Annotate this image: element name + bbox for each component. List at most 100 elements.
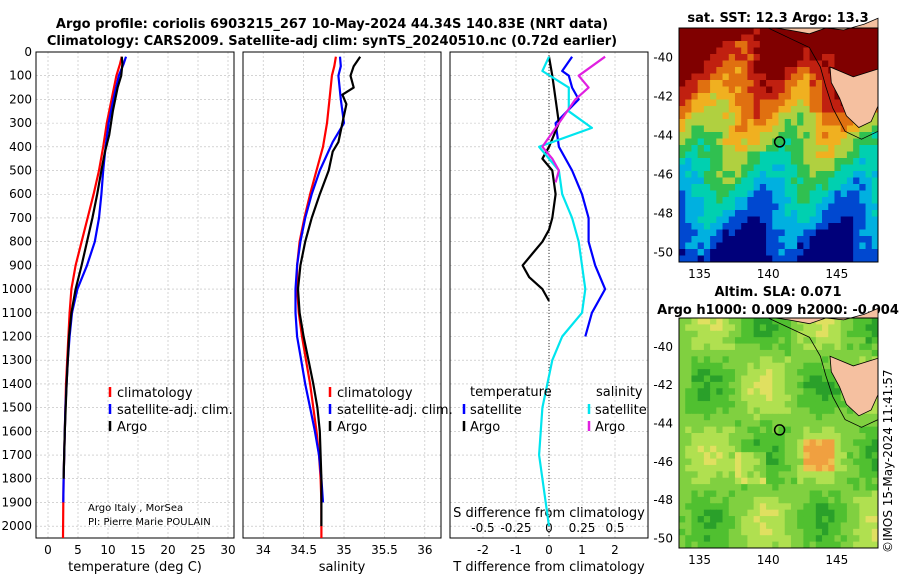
- map-cell: [685, 426, 692, 434]
- map-cell: [840, 138, 848, 146]
- profile-panels: 0100200300400500600700800900100011001200…: [1, 45, 649, 575]
- map-cell: [710, 522, 717, 530]
- map-cell: [697, 210, 705, 217]
- map-cell: [834, 439, 842, 447]
- map-cell: [710, 381, 717, 389]
- x-tick-label: 15: [130, 543, 145, 557]
- map-cell: [716, 171, 724, 178]
- map-cell: [834, 407, 842, 415]
- map-cell: [710, 439, 717, 447]
- map-cell: [747, 528, 755, 536]
- map-cell: [722, 471, 730, 479]
- map-cell: [846, 496, 854, 504]
- map-cell: [710, 86, 717, 94]
- map-cell: [747, 337, 755, 345]
- map-cell: [710, 242, 717, 250]
- map-cell: [790, 369, 798, 376]
- map-cell: [734, 54, 742, 61]
- map-cell: [703, 41, 711, 48]
- map-cell: [703, 229, 711, 237]
- map-cell: [865, 203, 873, 211]
- map-cell: [809, 210, 817, 217]
- map-cell: [685, 184, 692, 191]
- map-cell: [759, 229, 767, 237]
- map-cell: [716, 413, 724, 421]
- map-cell: [710, 484, 717, 491]
- map-cell: [840, 516, 848, 523]
- map-cell: [871, 349, 879, 357]
- map-cell: [759, 99, 767, 107]
- map-cell: [828, 541, 835, 549]
- map-cell: [803, 535, 811, 543]
- map-cell: [822, 349, 829, 357]
- map-cell: [790, 28, 798, 35]
- map-cell: [722, 242, 730, 250]
- map-cell: [822, 203, 829, 211]
- series-line-3: [537, 56, 594, 527]
- map-cell: [834, 145, 842, 152]
- map-cell: [753, 34, 761, 42]
- map-cell: [871, 171, 879, 178]
- map-cell: [747, 458, 755, 466]
- map-cell: [784, 138, 792, 146]
- map-cell: [753, 47, 761, 55]
- map-cell: [753, 99, 761, 107]
- map-cell: [691, 343, 699, 351]
- map-cell: [747, 509, 755, 517]
- map-cell: [803, 324, 811, 332]
- x-axis-label: temperature (deg C): [68, 560, 202, 575]
- map-cell: [784, 197, 792, 204]
- map-cell: [679, 93, 686, 100]
- map-cell: [741, 34, 748, 42]
- map-cell: [784, 452, 792, 460]
- map-cell: [865, 210, 873, 217]
- map-cell: [722, 197, 730, 204]
- map-cell: [859, 34, 867, 42]
- map-cell: [766, 439, 773, 447]
- map-cell: [778, 164, 786, 172]
- map-cell: [784, 439, 792, 447]
- map-cell: [822, 132, 829, 139]
- map-cell: [778, 132, 786, 139]
- map-cell: [728, 464, 736, 472]
- map-cell: [834, 337, 842, 345]
- map-cell: [809, 433, 817, 440]
- map-cell: [716, 210, 724, 217]
- x-tick-label: -1: [510, 543, 522, 557]
- map-cell: [747, 99, 755, 107]
- map-cell: [753, 458, 761, 466]
- map-cell: [679, 522, 686, 530]
- map-cell: [803, 381, 811, 389]
- map-cell: [766, 242, 773, 250]
- map-cell: [803, 420, 811, 428]
- map-cell: [741, 528, 748, 536]
- map-cell: [710, 216, 717, 224]
- map-cell: [840, 356, 848, 364]
- map-cell: [778, 420, 786, 428]
- map-cell: [822, 484, 829, 491]
- map-cell: [809, 464, 817, 472]
- map-cell: [703, 47, 711, 55]
- map-cell: [840, 184, 848, 191]
- map-cell: [753, 60, 761, 68]
- map-cell: [790, 439, 798, 447]
- map-cell: [691, 528, 699, 536]
- map-cell: [871, 210, 879, 217]
- map-cell: [822, 28, 829, 35]
- map-cell: [747, 375, 755, 383]
- map-cell: [834, 420, 842, 428]
- map-cell: [809, 197, 817, 204]
- map-cell: [815, 73, 823, 81]
- map-cell: [871, 401, 879, 408]
- map-cell: [803, 426, 811, 434]
- map-cell: [747, 125, 755, 133]
- map-cell: [778, 324, 786, 332]
- map-cell: [803, 210, 811, 217]
- map-cell: [803, 477, 811, 485]
- map-cell: [772, 93, 779, 100]
- map-cell: [716, 516, 724, 523]
- map-cell: [703, 356, 711, 364]
- map-cell: [809, 190, 817, 198]
- map-cell: [747, 223, 755, 230]
- map-cell: [703, 381, 711, 389]
